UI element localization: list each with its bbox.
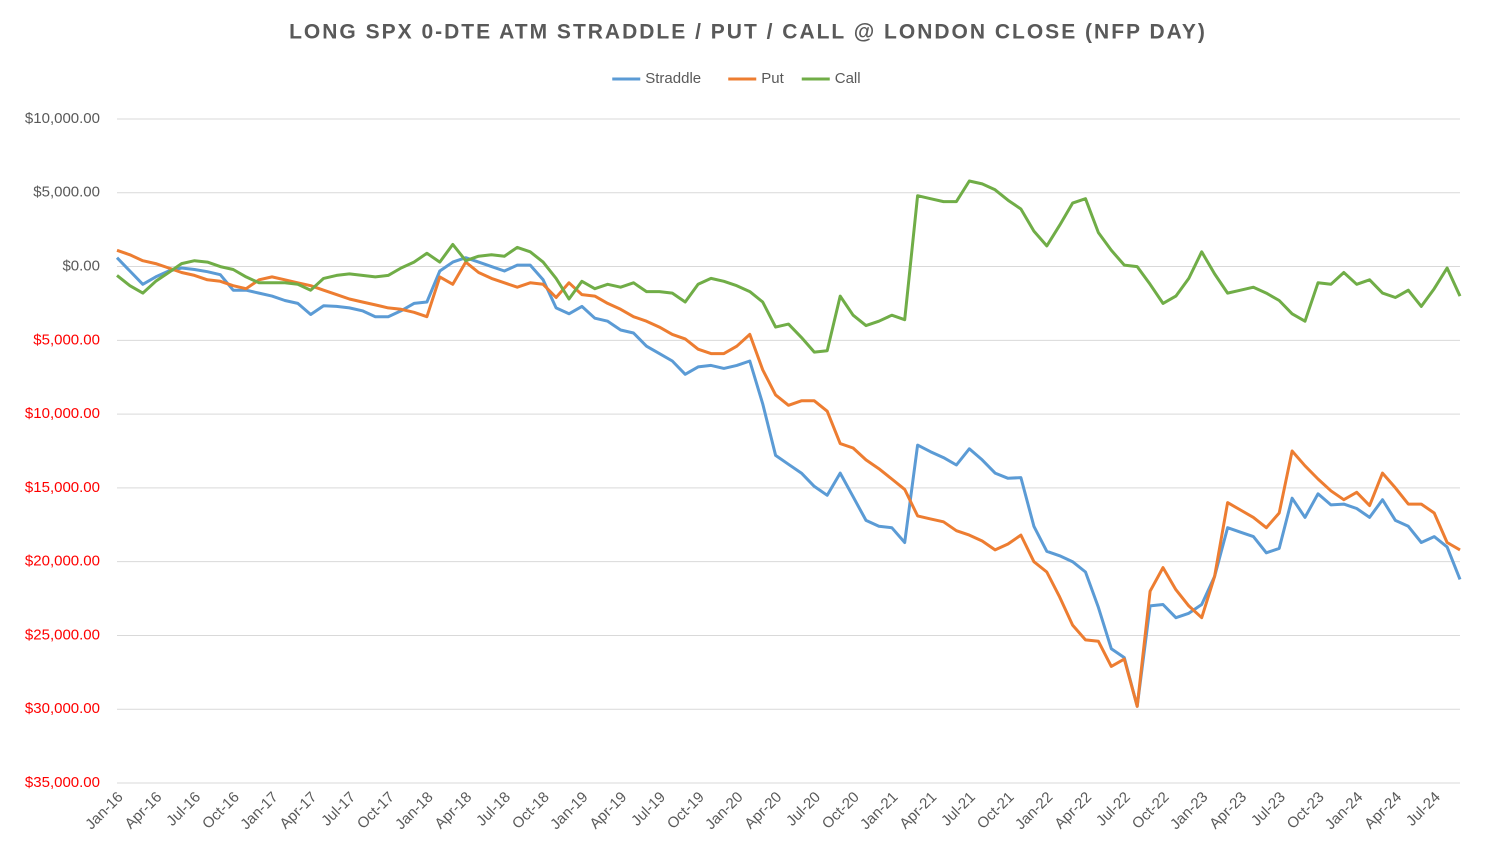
legend-label: Call — [835, 70, 861, 87]
x-tick-label: Jul-16 — [163, 789, 204, 830]
x-tick-label: Oct-21 — [974, 789, 1018, 833]
x-tick-label: Jan-17 — [237, 789, 281, 833]
legend-label: Straddle — [645, 70, 701, 87]
y-tick-label: $10,000.00 — [25, 110, 100, 127]
x-tick-label: Jul-19 — [628, 789, 669, 830]
x-tick-label: Apr-21 — [896, 789, 940, 833]
y-tick-label: $20,000.00 — [25, 553, 100, 570]
y-tick-label: $10,000.00 — [25, 405, 100, 422]
x-tick-label: Oct-23 — [1284, 789, 1328, 833]
x-tick-label: Jul-24 — [1403, 789, 1444, 830]
y-tick-label: $5,000.00 — [33, 331, 100, 348]
x-tick-label: Jan-21 — [857, 789, 901, 833]
series-line — [115, 256, 1462, 708]
x-tick-label: Jul-20 — [783, 789, 824, 830]
x-tick-label: Jan-24 — [1322, 789, 1366, 833]
series-line — [116, 179, 1462, 354]
x-tick-label: Oct-18 — [509, 789, 553, 833]
chart-title: LONG SPX 0-DTE ATM STRADDLE / PUT / CALL… — [289, 21, 1207, 44]
legend-label: Put — [761, 70, 784, 87]
y-tick-label: $5,000.00 — [33, 184, 100, 201]
x-tick-label: Jan-20 — [702, 789, 746, 833]
x-tick-label: Apr-19 — [586, 789, 630, 833]
x-tick-label: Jan-18 — [392, 789, 436, 833]
x-tick-label: Jul-23 — [1248, 789, 1289, 830]
x-tick-label: Oct-17 — [354, 789, 398, 833]
series-line — [116, 248, 1461, 708]
x-tick-label: Apr-22 — [1051, 789, 1095, 833]
x-tick-label: Apr-23 — [1206, 789, 1250, 833]
y-tick-label: $35,000.00 — [25, 774, 100, 791]
x-tick-label: Apr-20 — [741, 789, 785, 833]
y-tick-label: $30,000.00 — [25, 700, 100, 717]
x-tick-label: Apr-16 — [122, 789, 166, 833]
x-tick-label: Jul-18 — [473, 789, 514, 830]
x-tick-label: Jul-21 — [938, 789, 979, 830]
x-tick-label: Jan-22 — [1012, 789, 1056, 833]
x-tick-label: Apr-18 — [431, 789, 475, 833]
y-tick-label: $25,000.00 — [25, 626, 100, 643]
x-tick-label: Oct-16 — [199, 789, 243, 833]
y-tick-label: $15,000.00 — [25, 479, 100, 496]
x-tick-label: Jan-16 — [82, 789, 126, 833]
x-tick-label: Apr-17 — [276, 789, 320, 833]
x-tick-label: Oct-20 — [819, 789, 863, 833]
x-tick-label: Jan-19 — [547, 789, 591, 833]
x-tick-label: Oct-22 — [1129, 789, 1173, 833]
x-tick-label: Jul-22 — [1093, 789, 1134, 830]
x-tick-label: Apr-24 — [1361, 789, 1405, 833]
y-tick-label: $0.00 — [62, 258, 100, 275]
x-tick-label: Jan-23 — [1167, 789, 1211, 833]
x-tick-label: Jul-17 — [318, 789, 359, 830]
x-tick-label: Oct-19 — [664, 789, 708, 833]
